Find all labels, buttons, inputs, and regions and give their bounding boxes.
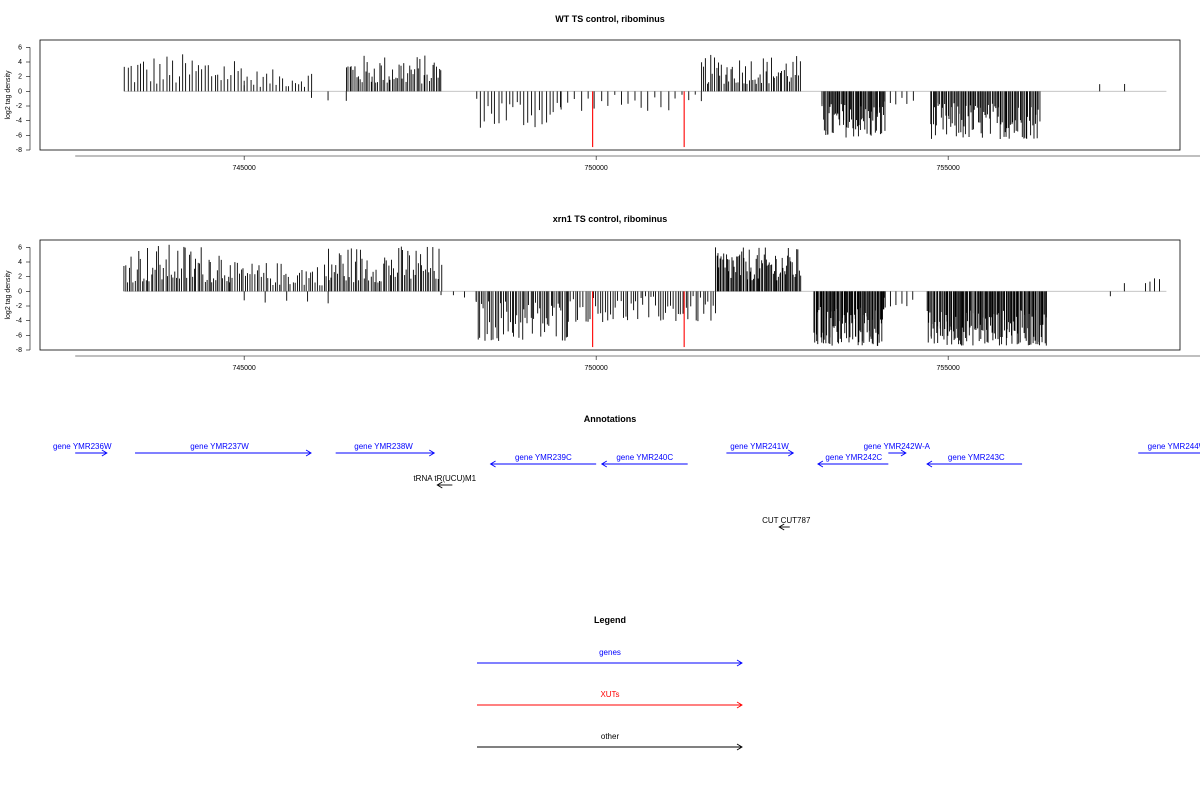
- arrowhead: [926, 460, 933, 468]
- arrowhead: [736, 701, 743, 709]
- y-tick-label: -2: [16, 103, 22, 110]
- legend-label: XUTs: [600, 690, 619, 699]
- feature-label: gene YMR241W: [730, 442, 789, 451]
- y-tick-label: 0: [18, 288, 22, 295]
- x-tick-label: 745000: [232, 365, 255, 372]
- arrowhead: [429, 449, 436, 457]
- plot-frame: [39, 39, 1181, 151]
- y-tick-label: -6: [16, 332, 22, 339]
- arrowhead: [900, 449, 907, 457]
- feature-label: gene YMR244W: [1148, 442, 1200, 451]
- y-tick-label: 2: [18, 274, 22, 281]
- x-tick-label: 745000: [232, 165, 255, 172]
- feature-label: tRNA tR(UCU)M1: [413, 474, 476, 483]
- y-tick-label: 6: [18, 44, 22, 51]
- feature-label: gene YMR239C: [515, 453, 572, 462]
- feature-label: CUT CUT787: [762, 516, 811, 525]
- x-tick-label: 755000: [936, 365, 959, 372]
- arrowhead: [788, 449, 795, 457]
- panel-xrn1: xrn1 TS control, ribominus 6 4 2 0 -2 -4 -6 -8 lo…: [5, 214, 1200, 372]
- y-tick-label: 0: [18, 88, 22, 95]
- legend: Legend genes XUTs other: [477, 615, 743, 751]
- y-axis-label: log2 tag density: [5, 70, 12, 120]
- y-tick-label: -6: [16, 132, 22, 139]
- legend-title: Legend: [594, 615, 626, 625]
- y-axis-label: log2 tag density: [5, 270, 12, 320]
- panel-title: WT TS control, ribominus: [555, 14, 665, 24]
- y-tick-label: -8: [16, 147, 22, 154]
- feature-label: gene YMR243C: [948, 453, 1005, 462]
- arrowhead: [778, 523, 785, 531]
- y-tick-label: -8: [16, 347, 22, 354]
- annotations-title: Annotations: [584, 414, 637, 424]
- y-tick-label: -2: [16, 303, 22, 310]
- legend-label: genes: [599, 648, 621, 657]
- arrowhead: [101, 449, 108, 457]
- x-tick-label: 755000: [936, 165, 959, 172]
- y-tick-label: -4: [16, 118, 22, 125]
- arrowhead: [600, 460, 608, 468]
- y-tick-label: 4: [18, 59, 22, 66]
- panel-wt: WT TS control, ribominus 6 4 2 0 -2 -4 -6 -8 log2…: [5, 14, 1200, 172]
- legend-label: other: [601, 732, 620, 741]
- panel-title: xrn1 TS control, ribominus: [553, 214, 668, 224]
- arrowhead: [817, 460, 824, 468]
- arrowhead: [436, 481, 443, 489]
- y-tick-label: 6: [18, 244, 22, 251]
- y-tick-label: 2: [18, 74, 22, 81]
- feature-label: gene YMR240C: [616, 453, 673, 462]
- x-tick-label: 750000: [584, 365, 607, 372]
- feature-label: gene YMR237W: [190, 442, 249, 451]
- y-tick-label: -4: [16, 318, 22, 325]
- plot-frame: [39, 239, 1181, 351]
- y-tick-label: 4: [18, 259, 22, 266]
- arrowhead: [736, 659, 743, 667]
- arrowhead: [489, 460, 496, 468]
- feature-label: gene YMR238W: [354, 442, 413, 451]
- feature-label: gene YMR242W-A: [864, 442, 931, 451]
- x-tick-label: 750000: [584, 165, 607, 172]
- arrowhead: [305, 449, 312, 457]
- feature-label: gene YMR242C: [825, 453, 882, 462]
- feature-label: gene YMR236W: [53, 442, 112, 451]
- annotations-track: Annotations gene YMR236W gene YMR237W gene …: [53, 414, 1200, 531]
- arrowhead: [736, 743, 743, 751]
